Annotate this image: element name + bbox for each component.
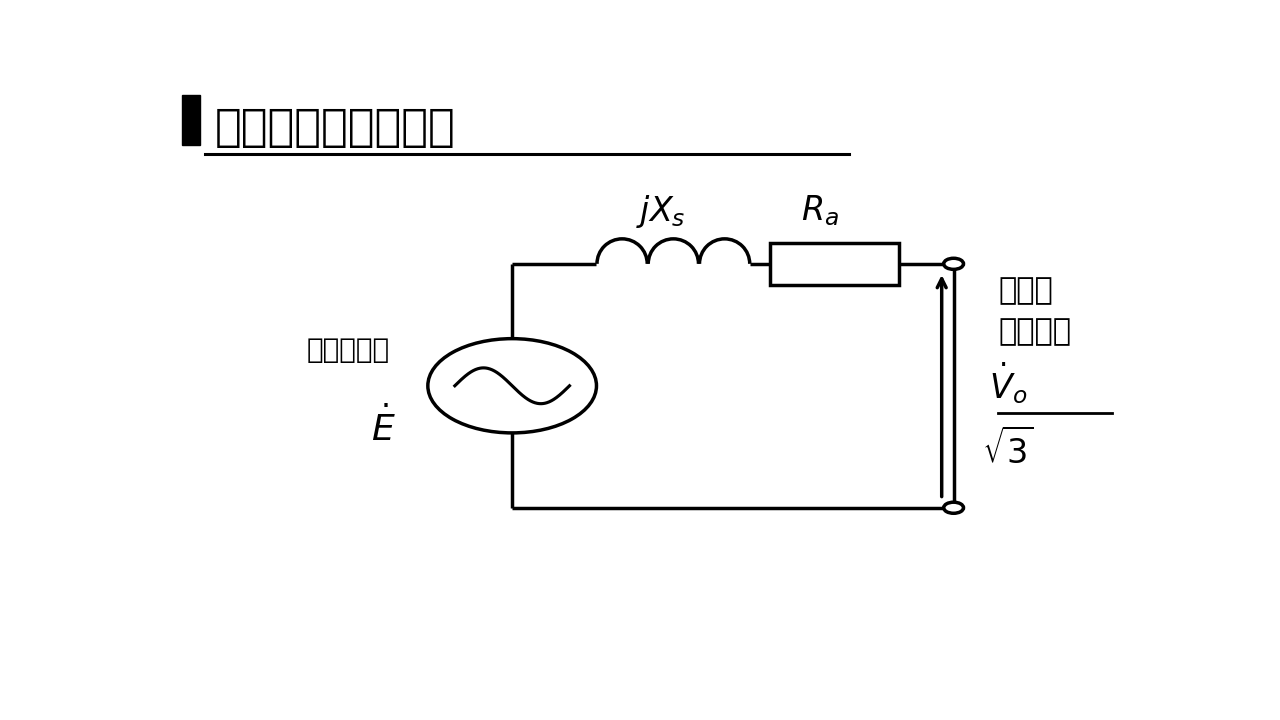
Text: $jX_s$: $jX_s$	[636, 193, 686, 230]
Text: $\dot{V}_o$: $\dot{V}_o$	[989, 360, 1028, 406]
Circle shape	[943, 258, 964, 269]
Bar	[771, 243, 899, 284]
Text: $\dot{E}$: $\dot{E}$	[371, 407, 396, 448]
Bar	[182, 95, 200, 145]
Text: 無負荷時の等価回路: 無負荷時の等価回路	[215, 106, 456, 149]
Text: 無負荷
端子電圧: 無負荷 端子電圧	[998, 276, 1071, 346]
Text: $\sqrt{3}$: $\sqrt{3}$	[982, 428, 1034, 471]
Circle shape	[943, 503, 964, 513]
Text: $R_a$: $R_a$	[801, 194, 838, 228]
Text: 誘導起電力: 誘導起電力	[307, 336, 390, 364]
